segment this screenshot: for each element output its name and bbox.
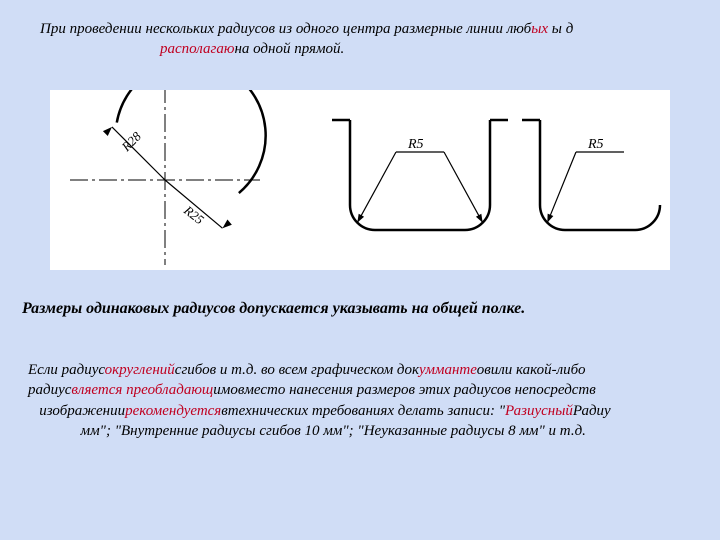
b3b: рекомендуется	[125, 403, 221, 419]
mid-text: Размеры одинаковых радиусов допускается …	[22, 300, 525, 318]
b2a: радиус	[28, 382, 71, 398]
svg-text:R28: R28	[118, 128, 144, 154]
svg-text:R5: R5	[407, 137, 424, 152]
top-line-1-red: ых	[531, 21, 552, 37]
diagram-area: R28 R25 R5 R5	[50, 90, 670, 270]
b1a: Если радиус	[28, 362, 105, 378]
b3e: Радиу	[573, 403, 611, 419]
top-line-1-tail: ы д	[552, 21, 574, 37]
top-line-2-red: располагаю	[160, 41, 234, 57]
b4: мм"; "Внутренние радиусы сгибов 10 мм"; …	[81, 423, 586, 439]
b3a: изображении	[39, 403, 125, 419]
b1b: округлений	[105, 362, 175, 378]
b2b: вляется преобладающ	[71, 382, 213, 398]
b1c: сгибов и т.д. во всем графическом док	[175, 362, 419, 378]
top-line-2: на одной прямой.	[234, 41, 344, 57]
svg-text:R25: R25	[180, 202, 207, 228]
b2c: имовместо нанесения размеров этих радиус…	[213, 382, 596, 398]
svg-text:R5: R5	[587, 137, 604, 152]
diagram-svg: R28 R25 R5 R5	[50, 90, 670, 270]
b3d: Разиусный	[505, 403, 573, 419]
b1d: умманте	[419, 362, 477, 378]
top-line-1: При проведении нескольких радиусов из од…	[40, 21, 531, 37]
b1e: овили какой-либо	[477, 362, 586, 378]
bottom-text: Если радиусокругленийсгибов и т.д. во вс…	[28, 360, 720, 441]
b3c: втехнических требованиях делать записи: …	[221, 403, 505, 419]
